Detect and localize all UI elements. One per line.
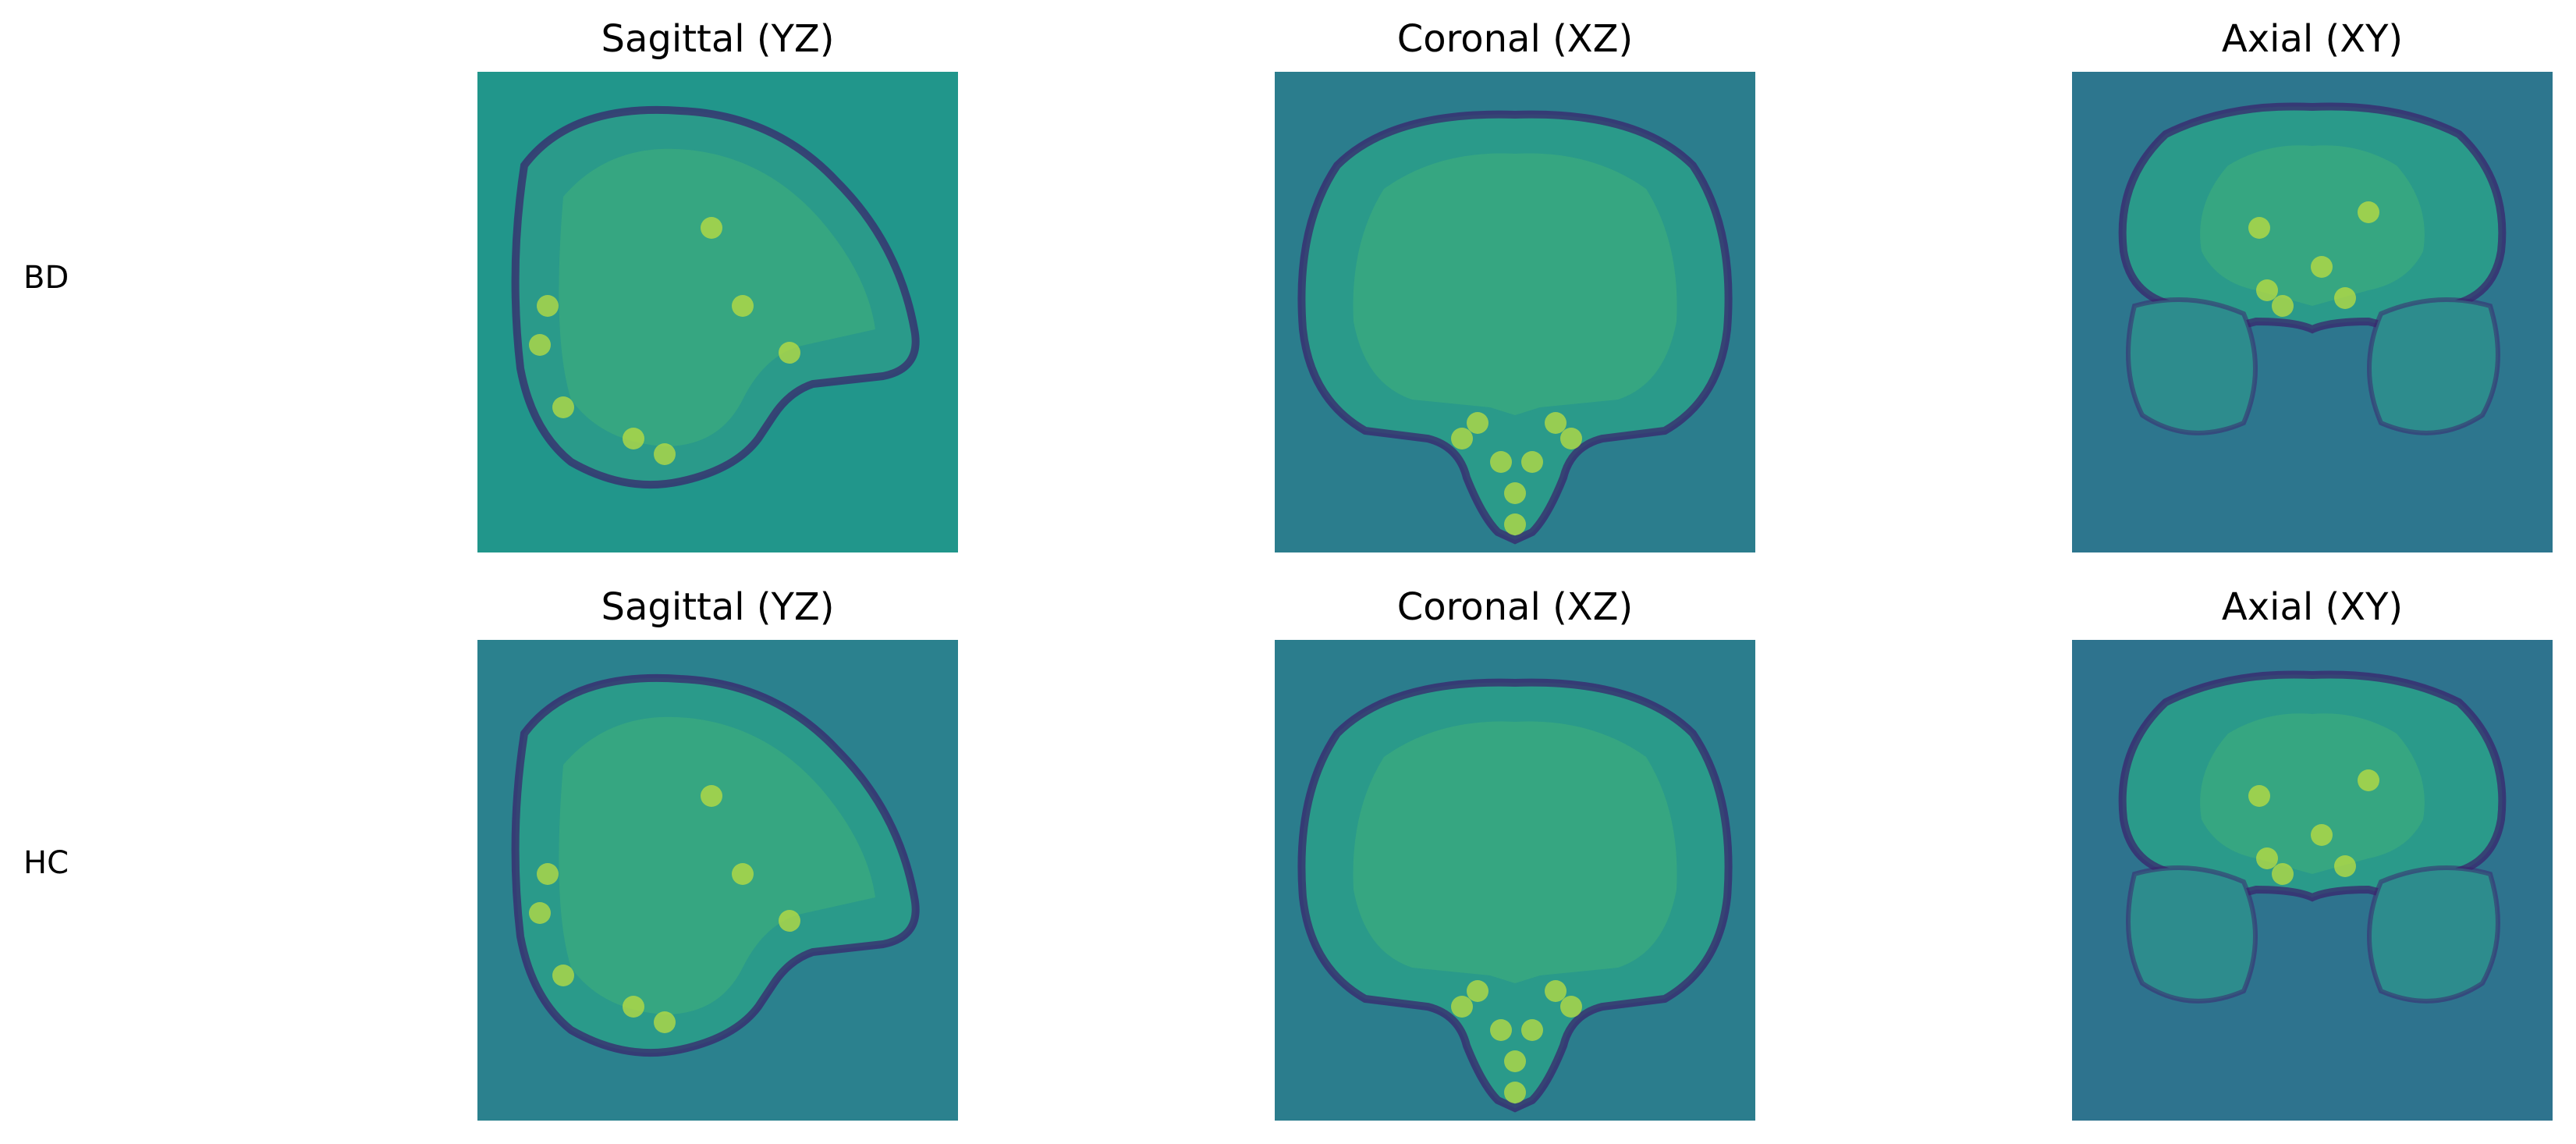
- intensity-spot: [1504, 1050, 1526, 1072]
- panel-title-hc-sagittal: Sagittal (YZ): [601, 585, 835, 629]
- intensity-spot: [2311, 256, 2333, 278]
- intensity-spot: [1560, 428, 1582, 449]
- image-hc-coronal: [1275, 640, 1755, 1121]
- intensity-spot: [1560, 996, 1582, 1018]
- intensity-spot: [1545, 980, 1567, 1002]
- tissue-lobe: [2367, 297, 2500, 435]
- tissue-inner: [1353, 153, 1677, 415]
- intensity-spot: [552, 396, 574, 418]
- slice-svg: [2072, 640, 2553, 1121]
- image-hc-sagittal: [477, 640, 958, 1121]
- row-label-hc: HC: [23, 845, 69, 881]
- intensity-spot: [2272, 863, 2294, 885]
- intensity-spot: [1490, 1019, 1512, 1041]
- tissue-inner: [2200, 713, 2425, 874]
- intensity-spot: [654, 1011, 676, 1033]
- intensity-spot: [2256, 847, 2278, 869]
- intensity-spot: [2272, 295, 2294, 317]
- tissue-lobe: [2367, 865, 2500, 1004]
- intensity-spot: [2334, 855, 2356, 877]
- slice-svg: [1275, 640, 1755, 1121]
- tissue-inner: [559, 148, 875, 446]
- row-label-bd: BD: [23, 260, 69, 296]
- intensity-spot: [732, 295, 754, 317]
- intensity-spot: [654, 443, 676, 465]
- slice-svg: [2072, 72, 2553, 552]
- intensity-spot: [537, 295, 559, 317]
- intensity-spot: [779, 910, 800, 932]
- intensity-spot: [1521, 1019, 1543, 1041]
- tissue-inner: [1353, 721, 1677, 983]
- intensity-spot: [537, 863, 559, 885]
- panel-title-hc-coronal: Coronal (XZ): [1396, 585, 1634, 629]
- intensity-spot: [2248, 785, 2270, 807]
- panel-title-bd-axial: Axial (XY): [2221, 17, 2404, 61]
- intensity-spot: [1504, 513, 1526, 535]
- slice-svg: [477, 72, 958, 552]
- image-hc-axial: [2072, 640, 2553, 1121]
- intensity-spot: [2248, 217, 2270, 239]
- intensity-spot: [2256, 279, 2278, 301]
- intensity-spot: [732, 863, 754, 885]
- intensity-spot: [1504, 482, 1526, 504]
- panel-title-hc-axial: Axial (XY): [2221, 585, 2404, 629]
- intensity-spot: [1451, 996, 1473, 1018]
- intensity-spot: [623, 996, 644, 1018]
- intensity-spot: [2358, 201, 2379, 223]
- panel-title-bd-sagittal: Sagittal (YZ): [601, 17, 835, 61]
- image-bd-coronal: [1275, 72, 1755, 552]
- intensity-spot: [1467, 412, 1488, 434]
- image-bd-axial: [2072, 72, 2553, 552]
- intensity-spot: [529, 334, 551, 356]
- intensity-spot: [1504, 1082, 1526, 1103]
- intensity-spot: [1521, 451, 1543, 473]
- intensity-spot: [701, 785, 722, 807]
- intensity-spot: [1467, 980, 1488, 1002]
- intensity-spot: [779, 342, 800, 364]
- intensity-spot: [1490, 451, 1512, 473]
- slice-svg: [1275, 72, 1755, 552]
- intensity-spot: [1451, 428, 1473, 449]
- intensity-spot: [2311, 824, 2333, 846]
- tissue-inner: [2200, 145, 2425, 306]
- panel-title-bd-coronal: Coronal (XZ): [1396, 17, 1634, 61]
- intensity-spot: [701, 217, 722, 239]
- intensity-spot: [552, 965, 574, 986]
- intensity-spot: [529, 902, 551, 924]
- image-bd-sagittal: [477, 72, 958, 552]
- intensity-spot: [623, 428, 644, 449]
- tissue-inner: [559, 716, 875, 1014]
- intensity-spot: [2358, 769, 2379, 791]
- tissue-lobe: [2126, 865, 2258, 1004]
- slice-svg: [477, 640, 958, 1121]
- intensity-spot: [1545, 412, 1567, 434]
- intensity-spot: [2334, 287, 2356, 309]
- tissue-lobe: [2126, 297, 2258, 435]
